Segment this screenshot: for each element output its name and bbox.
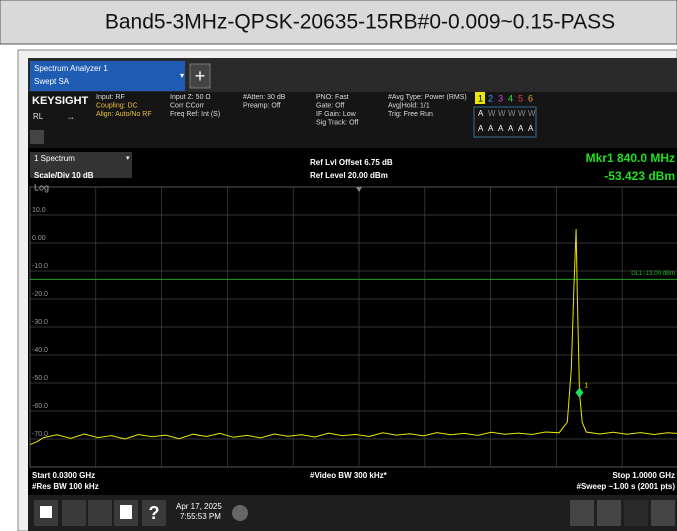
window-label: 1 Spectrum xyxy=(34,154,75,163)
stop-label: Stop 1.0000 GHz xyxy=(612,471,675,480)
chat-icon xyxy=(232,505,248,521)
trace-detector: A xyxy=(518,124,524,133)
trace-number: 6 xyxy=(528,93,533,103)
y-tick-label: -60.0 xyxy=(32,403,48,410)
date: Apr 17, 2025 xyxy=(176,502,222,511)
file-icon xyxy=(120,505,132,519)
y-tick-label: 0.00 xyxy=(32,235,46,242)
y-tick-label: -30.0 xyxy=(32,319,48,326)
taskbar-button[interactable] xyxy=(624,500,648,526)
setting: Preamp: Off xyxy=(243,102,281,109)
y-tick-label: -40.0 xyxy=(32,347,48,354)
setting: Input Z: 50 Ω xyxy=(170,94,211,101)
setting: IF Gain: Low xyxy=(316,111,357,118)
mode: RL xyxy=(33,112,44,121)
marker-freq: Mkr1 840.0 MHz xyxy=(586,151,675,165)
trace-number: 1 xyxy=(478,93,483,103)
ref-level: Ref Level 20.00 dBm xyxy=(310,171,388,180)
trace-number: 4 xyxy=(508,93,513,103)
header-title: Band5-3MHz-QPSK-20635-15RB#0-0.009~0.15-… xyxy=(105,11,615,34)
trace-number: 2 xyxy=(488,93,493,103)
taskbar-button[interactable] xyxy=(142,500,166,526)
trace-box xyxy=(473,106,537,138)
setting: Gate: Off xyxy=(316,102,344,109)
window-icon xyxy=(40,506,52,518)
setting: Align: Auto/No RF xyxy=(96,111,152,118)
arrow-icon: → xyxy=(66,111,75,121)
setting: PNO: Fast xyxy=(316,94,349,101)
sweep-label: #Sweep ~1.00 s (2001 pts) xyxy=(577,482,676,491)
trace-highlight xyxy=(475,92,485,104)
y-tick-label: -50.0 xyxy=(32,375,48,382)
trace-type: W xyxy=(528,109,536,118)
y-tick-label: 10.0 xyxy=(32,207,46,214)
center-tick xyxy=(356,187,362,192)
trace-type: W xyxy=(488,109,496,118)
setting: #Atten: 30 dB xyxy=(243,94,286,101)
tab-label: Swept SA xyxy=(34,77,70,86)
header-bar xyxy=(0,0,677,45)
setting: Corr CCorr xyxy=(170,102,205,109)
trace-detector: A xyxy=(528,124,534,133)
rbw-label: #Res BW 100 kHz xyxy=(32,482,99,491)
y-tick-label: -70.0 xyxy=(32,431,48,438)
taskbar-button[interactable] xyxy=(88,500,112,526)
scale-label: Scale/Div 10 dB xyxy=(34,171,94,180)
info-row xyxy=(28,92,677,148)
setting: Input: RF xyxy=(96,94,125,101)
display-line-label: DL1 -13.00 dBm xyxy=(631,271,675,277)
window-select[interactable] xyxy=(30,152,132,178)
trace-detector: A xyxy=(508,124,514,133)
start-label: Start 0.0300 GHz xyxy=(32,471,95,480)
marker-level: -53.423 dBm xyxy=(604,169,675,183)
display xyxy=(28,148,677,495)
trace-type: W xyxy=(508,109,516,118)
window-arrow: ▾ xyxy=(126,155,130,162)
vbw-label: #Video BW 300 kHz* xyxy=(310,471,388,480)
marker-label: 1 xyxy=(584,382,588,389)
tab[interactable] xyxy=(30,61,185,91)
setting: #Avg Type: Power (RMS) xyxy=(388,94,467,101)
taskbar-button[interactable] xyxy=(597,500,621,526)
help-icon: ? xyxy=(149,503,160,523)
taskbar-button[interactable] xyxy=(62,500,86,526)
tab-arrow: ▾ xyxy=(180,71,184,80)
icon xyxy=(30,130,44,144)
time: 7:55:53 PM xyxy=(180,512,221,521)
tab-label: Spectrum Analyzer 1 xyxy=(34,64,108,73)
taskbar-button[interactable] xyxy=(570,500,594,526)
setting: Coupling: DC xyxy=(96,102,138,109)
trace-detector: A xyxy=(478,124,484,133)
taskbar-button[interactable] xyxy=(651,500,675,526)
plot: 10.0 0.00 -10.0 -20.0 -30.0 -40.0 -50.0 -60.0 -7… xyxy=(29,186,677,468)
ref-offset: Ref Lvl Offset 6.75 dB xyxy=(310,158,393,167)
trace-number: 5 xyxy=(518,93,523,103)
trace-type: W xyxy=(498,109,506,118)
y-tick-label: -10.0 xyxy=(32,263,48,270)
brand: KEYSIGHT xyxy=(32,95,89,107)
setting: Avg|Hold: 1/1 xyxy=(388,102,430,109)
add-icon: + xyxy=(195,66,206,86)
log-label: Log xyxy=(34,182,49,192)
y-tick-label: -20.0 xyxy=(32,291,48,298)
setting: Sig Track: Off xyxy=(316,119,358,126)
setting: Trig: Free Run xyxy=(388,111,433,118)
trace-type: A xyxy=(478,109,484,118)
trace xyxy=(29,228,677,446)
marker xyxy=(575,387,584,398)
add-button[interactable] xyxy=(189,63,211,89)
trace-number: 3 xyxy=(498,93,503,103)
trace-detector: A xyxy=(488,124,494,133)
trace-type: W xyxy=(518,109,526,118)
trace-detector: A xyxy=(498,124,504,133)
setting: Freq Ref: Int (S) xyxy=(170,111,220,118)
